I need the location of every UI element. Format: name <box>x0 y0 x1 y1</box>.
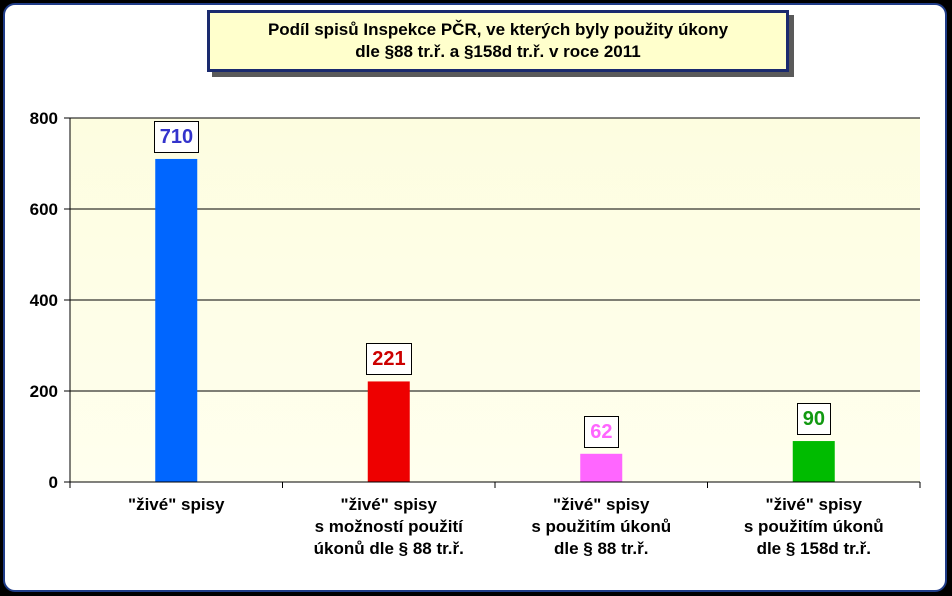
x-category-label-line: dle § 158d tr.ř. <box>756 539 871 558</box>
x-category-label-line: "živé" spisy <box>340 495 437 514</box>
bar <box>155 158 198 482</box>
data-label: 221 <box>366 343 412 376</box>
chart-title-line-2: dle §88 tr.ř. a §158d tr.ř. v roce 2011 <box>355 42 641 61</box>
x-category-label: "živé" spisy s použitím úkonů dle § 158d t… <box>709 494 919 560</box>
x-category-label-line: dle § 88 tr.ř. <box>554 539 649 558</box>
data-label: 90 <box>796 403 831 436</box>
data-label: 62 <box>584 415 619 448</box>
data-label: 710 <box>153 120 200 153</box>
x-category-label-line: "živé" spisy <box>553 495 650 514</box>
x-category-label-line: "živé" spisy <box>128 495 225 514</box>
x-category-label-line: s možností použití <box>314 517 463 536</box>
y-tick-label: 400 <box>30 291 58 310</box>
bar <box>367 381 410 482</box>
chart-title-line-1: Podíl spisů Inspekce PČR, ve kterých byl… <box>267 20 729 39</box>
y-tick-label: 0 <box>49 473 58 492</box>
x-category-label-line: úkonů dle § 88 tr.ř. <box>313 539 464 558</box>
y-tick-label: 800 <box>30 109 58 128</box>
bar <box>792 441 835 482</box>
x-category-label-line: s použitím úkonů <box>531 517 672 536</box>
y-tick-label: 200 <box>30 382 58 401</box>
x-category-label: "živé" spisy <box>71 494 281 516</box>
x-category-label-line: "živé" spisy <box>765 495 862 514</box>
x-category-label: "živé" spisy s možností použití úkonů dle … <box>284 494 494 560</box>
chart-title: Podíl spisů Inspekce PČR, ve kterých byl… <box>207 10 789 72</box>
x-category-label: "živé" spisy s použitím úkonů dle § 88 tr.… <box>496 494 706 560</box>
y-tick-label: 600 <box>30 200 58 219</box>
x-category-label-line: s použitím úkonů <box>743 517 884 536</box>
bar <box>580 453 623 482</box>
